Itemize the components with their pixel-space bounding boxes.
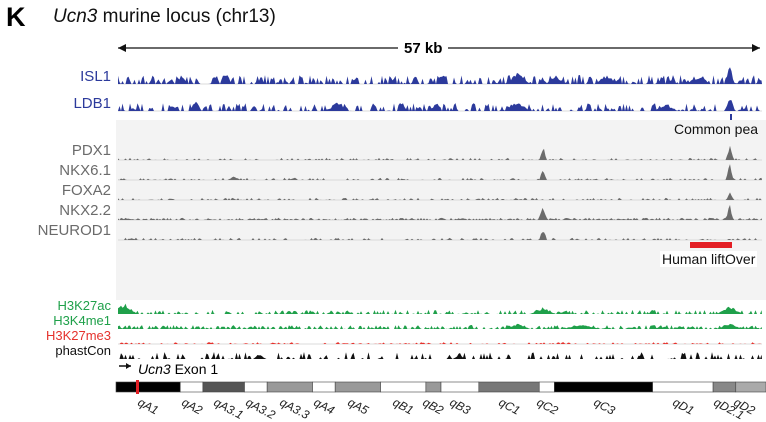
track-nkx22 xyxy=(118,204,762,221)
ideogram-band xyxy=(538,381,555,393)
track-ldb1 xyxy=(118,100,762,112)
tf-track-background xyxy=(116,120,766,300)
track-foxa2 xyxy=(118,192,762,201)
exon-gene: Ucn3 xyxy=(138,361,171,377)
ideogram-band xyxy=(115,381,181,393)
ideogram-band xyxy=(202,381,245,393)
ideogram-band xyxy=(425,381,442,393)
ideogram-band xyxy=(712,381,737,393)
track-phastcon xyxy=(118,352,762,359)
ideogram-band xyxy=(380,381,427,393)
track-isl1 xyxy=(118,67,762,85)
human-liftover-label: Human liftOver xyxy=(660,251,758,267)
signal-isl1 xyxy=(118,67,762,84)
track-h3k27ac xyxy=(118,303,762,314)
signal-phastcon xyxy=(118,352,762,359)
track-h3k4me1 xyxy=(118,323,762,329)
track-neurod1 xyxy=(118,232,762,241)
signal-h3k4me1 xyxy=(118,323,762,329)
ideogram-band xyxy=(179,381,204,393)
track-label-foxa2: FOXA2 xyxy=(61,182,111,199)
track-label-nkx22: NKX2.2 xyxy=(59,202,111,219)
human-liftover-bar xyxy=(690,242,732,248)
ideogram-band xyxy=(244,381,268,393)
common-peak-label: Common pea xyxy=(674,121,759,137)
track-label-ldb1: LDB1 xyxy=(73,95,111,112)
track-nkx61 xyxy=(118,164,762,181)
track-label-pdx1: PDX1 xyxy=(71,142,111,159)
signal-h3k27ac xyxy=(118,303,762,314)
signal-neurod1 xyxy=(118,232,762,240)
chromosome-ideogram xyxy=(115,380,766,394)
signal-nkx22 xyxy=(118,204,762,220)
scale-bar-label: 57 kb xyxy=(398,40,449,57)
ideogram-band xyxy=(334,381,381,393)
figure-title: Ucn3 murine locus (chr13) xyxy=(53,6,276,28)
track-pdx1 xyxy=(118,145,762,161)
signal-h3k27me3 xyxy=(118,342,762,344)
ideogram-band xyxy=(652,381,714,393)
scale-bar-right-arrow xyxy=(752,44,760,52)
title-rest: murine locus (chr13) xyxy=(102,6,276,27)
signal-ldb1 xyxy=(118,100,762,111)
track-label-h3k27ac: H3K27ac xyxy=(57,298,111,313)
track-label-h3k4me1: H3K4me1 xyxy=(53,313,111,328)
panel-letter: K xyxy=(6,2,26,32)
track-label-h3k27me3: H3K27me3 xyxy=(45,328,111,343)
exon-label: Ucn3 Exon 1 xyxy=(138,361,218,377)
ideogram-band xyxy=(266,381,313,393)
exon-arrowhead xyxy=(126,363,131,369)
title-gene: Ucn3 xyxy=(53,6,98,27)
track-label-isl1: ISL1 xyxy=(80,68,111,85)
track-label-nkx61: NKX6.1 xyxy=(59,162,111,179)
locus-marker xyxy=(136,380,139,394)
exon-rest: Exon 1 xyxy=(174,361,219,377)
ideogram-band xyxy=(735,381,766,393)
ideogram-band xyxy=(478,381,540,393)
track-label-neurod1: NEUROD1 xyxy=(37,222,111,239)
ideogram-band xyxy=(554,381,653,393)
track-h3k27me3 xyxy=(118,342,762,345)
track-label-phastcon: phastCon xyxy=(55,343,111,358)
scale-bar-left-arrow xyxy=(118,44,126,52)
ideogram-band xyxy=(312,381,336,393)
ideogram-band xyxy=(440,381,480,393)
